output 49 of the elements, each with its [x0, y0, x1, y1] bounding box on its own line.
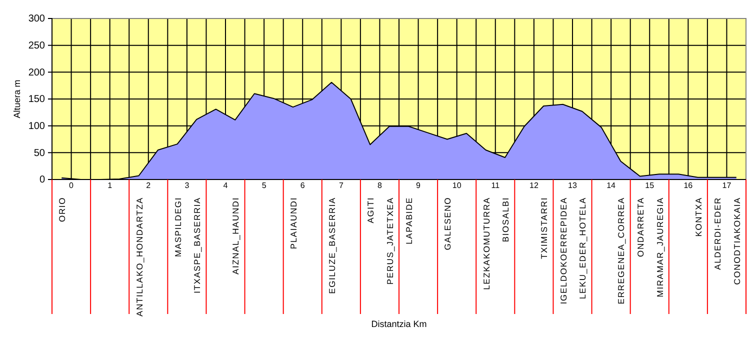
x-tick-label: LEKU_EDER_HOTELA	[578, 197, 588, 300]
y-tick-label: 150	[28, 94, 46, 106]
x-tick-label: EGILUZE_BASERRIA	[327, 197, 338, 294]
x-tick-label: MASPILDEGI	[172, 197, 183, 257]
y-tick-label: 0	[39, 174, 46, 186]
x-tick-label: ANTILLAKO_HONDARTZA	[134, 197, 144, 316]
x2-tick-label: 4	[223, 181, 228, 190]
x-tick-label: PERUS_JATETXEA	[384, 197, 395, 285]
x2-tick-label: 6	[300, 181, 306, 190]
x2-tick-label: 3	[184, 181, 190, 190]
x-tick-label: PLAIAUNDI	[288, 197, 298, 250]
x2-tick-label: 1	[108, 181, 113, 190]
y-tick-label: 200	[28, 67, 46, 78]
x-tick-label: ONDARRETA	[635, 197, 646, 257]
y-axis-title: Altuera m	[12, 80, 22, 118]
x-tick-label: AGITI	[366, 197, 376, 224]
y-tick-label: 100	[28, 121, 46, 132]
x-tick-label: ORIO	[57, 197, 68, 222]
x-tick-label: ITXASPE_BASERRIA	[192, 197, 202, 294]
x-tick-label: MIRAMAR_JAUREGIA	[654, 197, 665, 298]
x2-tick-label: 9	[416, 181, 422, 190]
x-tick-label: GALESENO	[442, 197, 453, 250]
x2-tick-label: 0	[69, 181, 74, 190]
y-tick-label: 300	[28, 14, 46, 25]
x2-tick-label: 15	[645, 181, 655, 190]
x-tick-label: AIZNAL_HAUNDI	[230, 197, 241, 274]
x-tick-label: KONTXA	[693, 197, 704, 237]
x-tick-label: LEZKAKOMUTURRA	[481, 197, 492, 290]
x-tick-label: IGELDOKOERREPIDEA	[558, 197, 568, 304]
x2-tick-label: 16	[684, 181, 694, 190]
x-tick-label: CONODTIAKOKAIA	[732, 197, 742, 285]
x2-tick-label: 7	[338, 181, 344, 190]
x-axis-title: Distantzia Km	[371, 319, 427, 329]
x-tick-label: TXIMISTARRI	[539, 197, 550, 260]
x-tick-label: LAPABIDE	[404, 197, 414, 244]
x2-tick-label: 2	[146, 181, 152, 190]
x-tick-label: ALDERDI-EDER	[712, 197, 723, 270]
y-tick-label: 50	[34, 148, 46, 159]
x2-tick-label: 12	[529, 181, 539, 190]
y-tick-label: 250	[28, 40, 46, 52]
x2-tick-label: 8	[377, 181, 382, 190]
x2-tick-label: 11	[491, 181, 500, 190]
x2-tick-label: 14	[606, 181, 616, 190]
x-tick-label: ERREGENEA_CORREA	[616, 197, 626, 304]
x2-tick-label: 13	[568, 181, 578, 190]
x-tick-label: BIOSALBI	[500, 197, 511, 242]
x2-tick-label: 17	[722, 181, 732, 190]
x2-tick-label: 5	[262, 181, 267, 190]
x2-tick-label: 10	[452, 181, 462, 190]
